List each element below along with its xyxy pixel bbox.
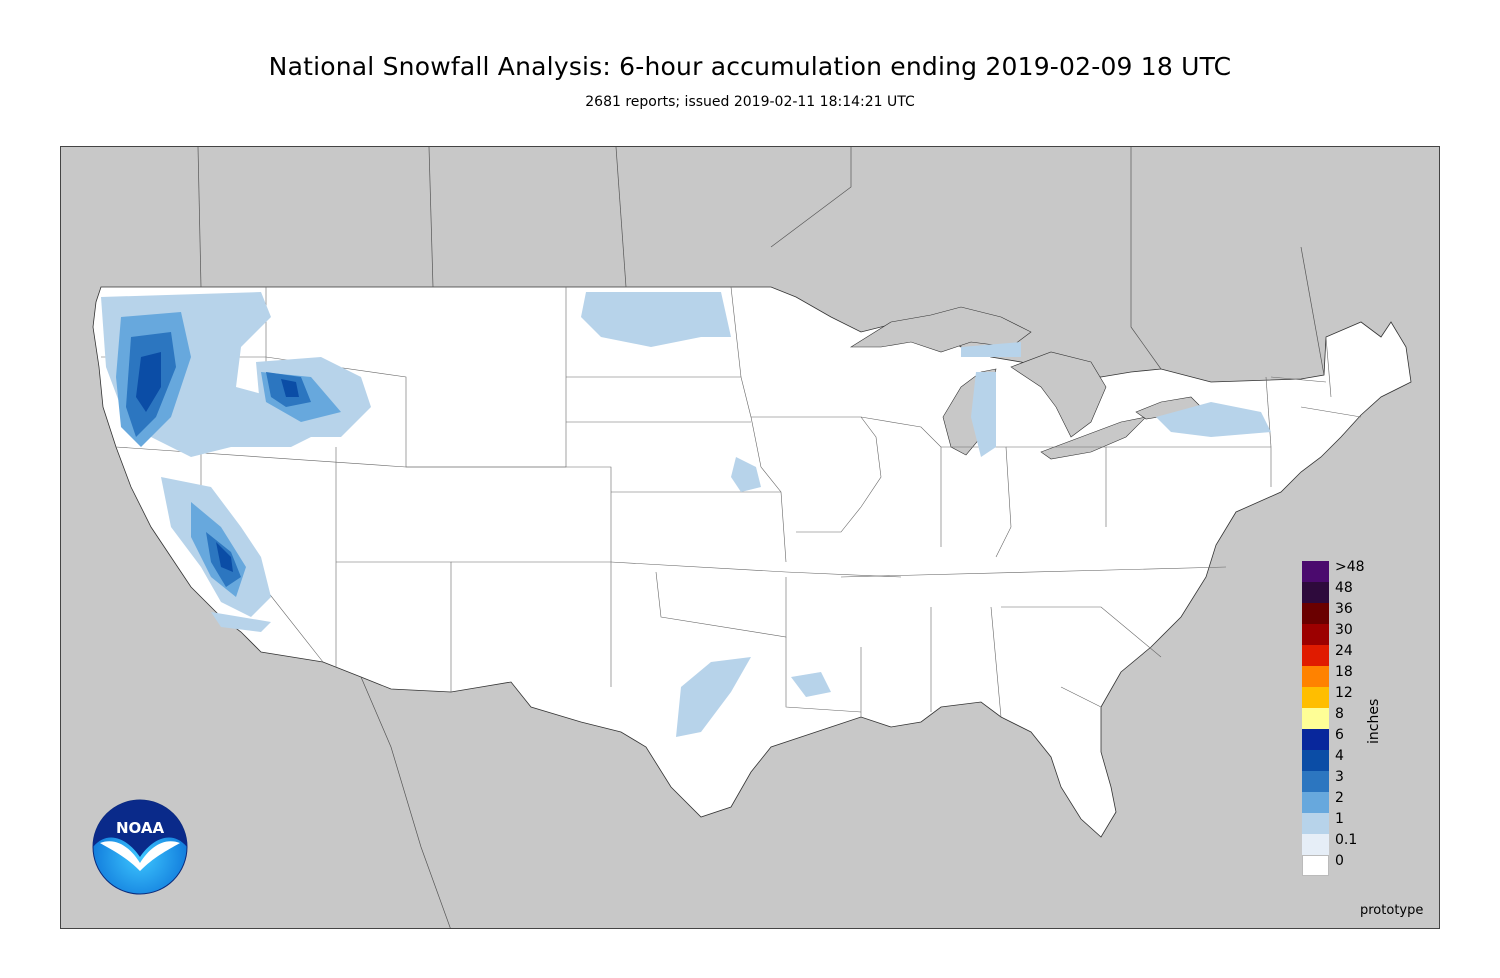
- legend-label: >48: [1335, 559, 1365, 575]
- legend-swatch: [1302, 729, 1329, 750]
- noaa-logo-text: NOAA: [116, 819, 165, 837]
- legend-label: 30: [1335, 622, 1353, 638]
- map-title: National Snowfall Analysis: 6-hour accum…: [268, 52, 1232, 81]
- noaa-logo: NOAA: [92, 799, 188, 895]
- legend-colorbar: [1302, 561, 1329, 876]
- legend-label: 4: [1335, 748, 1344, 764]
- snowfall-map: [92, 147, 1412, 928]
- legend-label: 1: [1335, 811, 1344, 827]
- legend-swatch: [1302, 687, 1329, 708]
- legend-swatch: [1302, 792, 1329, 813]
- legend-swatch: [1302, 834, 1329, 855]
- lake-erie: [1040, 416, 1147, 460]
- legend-label: 24: [1335, 643, 1353, 659]
- legend-swatch: [1302, 750, 1329, 771]
- legend-label: 0.1: [1335, 832, 1358, 848]
- snowfall-shading: [101, 292, 1271, 737]
- legend-swatch: [1302, 561, 1329, 582]
- map-subtitle: 2681 reports; issued 2019-02-11 18:14:21…: [585, 94, 915, 110]
- legend-label: 18: [1335, 664, 1353, 680]
- legend-label: 3: [1335, 769, 1344, 785]
- international-borders: [197, 147, 1325, 928]
- legend-swatch: [1302, 708, 1329, 729]
- legend-label: 36: [1335, 601, 1353, 617]
- lake-huron: [1010, 351, 1107, 438]
- map-panel: [60, 146, 1440, 929]
- legend-label: 2: [1335, 790, 1344, 806]
- legend-swatch: [1302, 582, 1329, 603]
- legend-swatch: [1302, 666, 1329, 687]
- legend-swatch: [1302, 855, 1329, 876]
- legend-label: 0: [1335, 853, 1344, 869]
- legend-swatch: [1302, 771, 1329, 792]
- legend-swatch: [1302, 813, 1329, 834]
- legend-swatch: [1302, 603, 1329, 624]
- legend-swatch: [1302, 624, 1329, 645]
- legend-swatch: [1302, 645, 1329, 666]
- legend-label: 8: [1335, 706, 1344, 722]
- legend-labels: >48 48 36 30 24 18 12 8 6 4 3 2 1 0.1 0: [1335, 557, 1365, 872]
- legend-unit-label: inches: [1366, 698, 1382, 744]
- legend-label: 12: [1335, 685, 1353, 701]
- legend-label: 6: [1335, 727, 1344, 743]
- legend-label: 48: [1335, 580, 1353, 596]
- lake-superior: [849, 306, 1032, 353]
- prototype-watermark: prototype: [1360, 903, 1424, 918]
